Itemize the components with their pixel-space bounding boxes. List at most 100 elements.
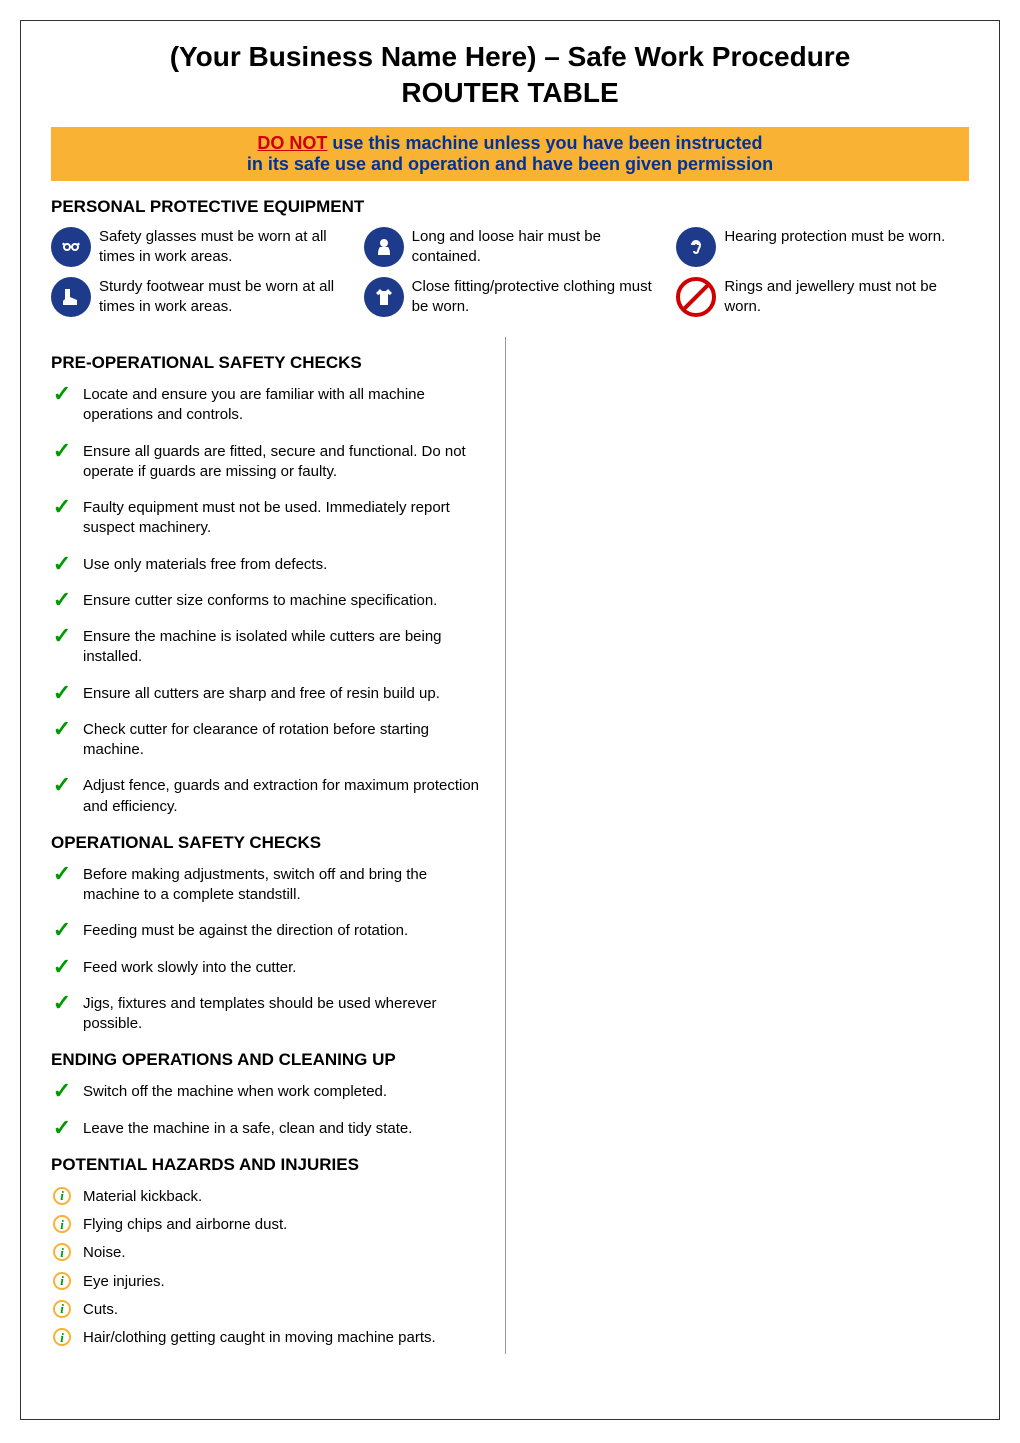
item-text: Cuts. — [83, 1298, 118, 1320]
info-icon: i — [51, 1326, 73, 1348]
item-text: Feed work slowly into the cutter. — [83, 956, 296, 978]
item-text: Locate and ensure you are familiar with … — [83, 383, 485, 426]
list-item: ✓ Ensure all guards are fitted, secure an… — [51, 440, 485, 483]
list-item: ✓ Feeding must be against the direction o… — [51, 919, 485, 941]
item-text: Eye injuries. — [83, 1270, 165, 1292]
list-item: ✓ Ensure all cutters are sharp and free o… — [51, 682, 485, 704]
list-item: ✓ Feed work slowly into the cutter. — [51, 956, 485, 978]
item-text: Feeding must be against the direction of… — [83, 919, 408, 941]
ppe-col-2: Long and loose hair must be contained. C… — [364, 227, 657, 327]
item-text: Material kickback. — [83, 1185, 202, 1207]
checkmark-icon: ✓ — [51, 682, 73, 704]
ppe-text: Rings and jewellery must not be worn. — [724, 277, 969, 316]
list-item: ✓ Adjust fence, guards and extraction for… — [51, 774, 485, 817]
document-title: (Your Business Name Here) – Safe Work Pr… — [51, 41, 969, 109]
checkmark: ✓ — [53, 1078, 71, 1104]
checkmark-icon: ✓ — [51, 919, 73, 941]
item-text: Leave the machine in a safe, clean and t… — [83, 1117, 412, 1139]
item-text: Adjust fence, guards and extraction for … — [83, 774, 485, 817]
info-glyph: i — [53, 1328, 71, 1346]
list-item: ✓Ensure cutter size conforms to machine … — [51, 589, 485, 611]
info-glyph: i — [53, 1272, 71, 1290]
checkmark-icon: ✓ — [51, 440, 73, 462]
hazards-list: i Material kickback. i Flying chips and air… — [51, 1185, 485, 1349]
list-item: i Eye injuries. — [51, 1270, 485, 1292]
item-text: Check cutter for clearance of rotation b… — [83, 718, 485, 761]
page-container: (Your Business Name Here) – Safe Work Pr… — [20, 20, 1000, 1420]
boot-icon — [51, 277, 91, 317]
list-item: ✓ Before making adjustments, switch off a… — [51, 863, 485, 906]
item-text: Hair/clothing getting caught in moving m… — [83, 1326, 436, 1348]
checkmark: ✓ — [53, 1115, 71, 1141]
info-icon: i — [51, 1298, 73, 1320]
checkmark: ✓ — [53, 716, 71, 742]
item-text: Noise. — [83, 1241, 126, 1263]
right-column — [536, 337, 970, 1354]
item-text: Ensure all cutters are sharp and free of… — [83, 682, 440, 704]
ppe-item: Close fitting/protective clothing must b… — [364, 277, 657, 317]
list-item: i Noise. — [51, 1241, 485, 1263]
checkmark-icon: ✓ — [51, 863, 73, 885]
checkmark-icon: ✓ — [51, 589, 73, 611]
ppe-heading: PERSONAL PROTECTIVE EQUIPMENT — [51, 197, 969, 217]
item-text: Ensure all guards are fitted, secure and… — [83, 440, 485, 483]
info-glyph: i — [53, 1215, 71, 1233]
title-line1: (Your Business Name Here) – Safe Work Pr… — [170, 41, 851, 72]
item-text: Flying chips and airborne dust. — [83, 1213, 287, 1235]
checkmark: ✓ — [53, 494, 71, 520]
info-glyph: i — [53, 1187, 71, 1205]
checkmark: ✓ — [53, 381, 71, 407]
content-columns: PRE-OPERATIONAL SAFETY CHECKS ✓ Locate an… — [51, 337, 969, 1354]
ear-icon — [676, 227, 716, 267]
ppe-col-1: Safety glasses must be worn at all times… — [51, 227, 344, 327]
checkmark-icon: ✓ — [51, 496, 73, 518]
item-text: Ensure the machine is isolated while cut… — [83, 625, 485, 668]
checkmark-icon: ✓ — [51, 625, 73, 647]
item-text: Before making adjustments, switch off an… — [83, 863, 485, 906]
ppe-item: Safety glasses must be worn at all times… — [51, 227, 344, 267]
warning-line1: DO NOT use this machine unless you have … — [51, 133, 969, 154]
warning-line1-rest: use this machine unless you have been in… — [327, 133, 762, 153]
checkmark: ✓ — [53, 551, 71, 577]
checkmark: ✓ — [53, 587, 71, 613]
checkmark: ✓ — [53, 623, 71, 649]
ppe-text: Long and loose hair must be contained. — [412, 227, 657, 266]
list-item: ✓ Jigs, fixtures and templates should be … — [51, 992, 485, 1035]
checkmark-icon: ✓ — [51, 956, 73, 978]
ppe-item: Hearing protection must be worn. — [676, 227, 969, 267]
list-item: i Material kickback. — [51, 1185, 485, 1207]
op-heading: OPERATIONAL SAFETY CHECKS — [51, 833, 485, 853]
checkmark-icon: ✓ — [51, 718, 73, 740]
ppe-text: Hearing protection must be worn. — [724, 227, 945, 247]
warning-line2: in its safe use and operation and have b… — [51, 154, 969, 175]
list-item: ✓ Ensure the machine is isolated while cu… — [51, 625, 485, 668]
checkmark: ✓ — [53, 772, 71, 798]
ending-heading: ENDING OPERATIONS AND CLEANING UP — [51, 1050, 485, 1070]
item-text: Use only materials free from defects. — [83, 553, 327, 575]
info-icon: i — [51, 1270, 73, 1292]
preop-heading: PRE-OPERATIONAL SAFETY CHECKS — [51, 353, 485, 373]
checkmark: ✓ — [53, 990, 71, 1016]
ppe-col-3: Hearing protection must be worn. Rings a… — [676, 227, 969, 327]
op-list: ✓ Before making adjustments, switch off a… — [51, 863, 485, 1035]
checkmark-icon: ✓ — [51, 774, 73, 796]
prohibit-icon — [676, 277, 716, 317]
checkmark-icon: ✓ — [51, 992, 73, 1014]
checkmark-icon: ✓ — [51, 553, 73, 575]
checkmark: ✓ — [53, 438, 71, 464]
ending-list: ✓ Switch off the machine when work comple… — [51, 1080, 485, 1139]
checkmark-icon: ✓ — [51, 1117, 73, 1139]
list-item: i Flying chips and airborne dust. — [51, 1213, 485, 1235]
info-icon: i — [51, 1213, 73, 1235]
item-text: Switch off the machine when work complet… — [83, 1080, 387, 1102]
list-item: ✓ Switch off the machine when work comple… — [51, 1080, 485, 1102]
ppe-text: Sturdy footwear must be worn at all time… — [99, 277, 344, 316]
info-glyph: i — [53, 1243, 71, 1261]
item-text: Jigs, fixtures and templates should be u… — [83, 992, 485, 1035]
hazards-heading: POTENTIAL HAZARDS AND INJURIES — [51, 1155, 485, 1175]
checkmark-icon: ✓ — [51, 1080, 73, 1102]
glasses-icon — [51, 227, 91, 267]
preop-list: ✓ Locate and ensure you are familiar with… — [51, 383, 485, 817]
list-item: i Hair/clothing getting caught in moving … — [51, 1326, 485, 1348]
checkmark-icon: ✓ — [51, 383, 73, 405]
